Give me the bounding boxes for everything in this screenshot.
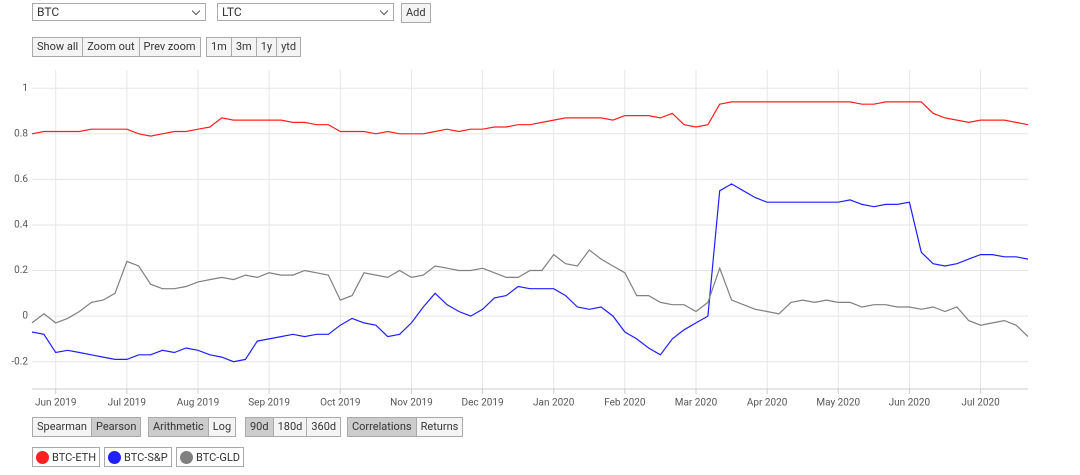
ranges-button[interactable]: ytd	[281, 40, 297, 53]
x-tick-label: Jun 2019	[35, 398, 77, 409]
x-tick-label: Aug 2019	[177, 398, 220, 409]
range-group: 1m 3m 1y ytd	[206, 37, 302, 57]
scale-group: Arithmetic Log	[148, 417, 237, 437]
legend-label: BTC-GLD	[196, 450, 240, 464]
x-tick-label: Jul 2020	[961, 398, 1000, 409]
x-tick-label: Dec 2019	[462, 398, 504, 409]
x-tick-label: Jun 2020	[889, 398, 931, 409]
window-group: 90d 180d 360d	[245, 417, 342, 437]
window-button[interactable]: 360d	[311, 420, 337, 433]
x-tick-label: Jan 2020	[533, 398, 575, 409]
y-tick-label: -0.2	[11, 356, 28, 367]
mode-button[interactable]: Correlations	[348, 418, 417, 436]
method-button[interactable]: Pearson	[91, 418, 141, 436]
x-tick-label: Sep 2019	[248, 398, 290, 409]
y-tick-label: 0.8	[14, 128, 28, 139]
scale-button[interactable]: Log	[212, 420, 232, 433]
legend-item[interactable]: BTC-S&P	[104, 447, 172, 467]
legend-swatch	[180, 450, 193, 464]
series-line	[31, 249, 1029, 338]
pair-select[interactable]: LTC	[217, 3, 394, 21]
chart: -0.2 0 0.2 0.4 0.6 0.8 1 Jun 2019 Jul 2019 Aug 20…	[11, 70, 1029, 409]
legend-item[interactable]: BTC-GLD	[176, 447, 244, 467]
ranges-button[interactable]: 1y	[257, 38, 278, 56]
x-tick-label: Nov 2019	[390, 398, 433, 409]
x-tick-label: Mar 2020	[675, 398, 718, 409]
mode-group: Correlations Returns	[347, 417, 464, 437]
window-button[interactable]: 90d	[246, 418, 274, 436]
y-tick-label: 0	[22, 311, 28, 322]
window-button[interactable]: 180d	[274, 418, 308, 436]
legend-label: BTC-S&P	[124, 450, 168, 464]
y-tick-label: 0.4	[14, 220, 28, 231]
add-group: Add	[401, 3, 431, 23]
zoom-group: Show all Zoom out Prev zoom	[32, 37, 201, 57]
zoom-button[interactable]: Zoom out	[83, 38, 140, 56]
mode-button[interactable]: Returns	[420, 420, 459, 433]
scale-button[interactable]: Arithmetic	[149, 418, 209, 436]
add-button[interactable]: Add	[406, 6, 426, 19]
x-tick-label: Jul 2019	[108, 398, 146, 409]
legend-swatch	[36, 450, 49, 464]
base-select[interactable]: BTC	[32, 3, 206, 21]
x-tick-label: Oct 2019	[320, 398, 360, 409]
ranges-button[interactable]: 1m	[207, 38, 232, 56]
method-group: Spearman Pearson	[32, 417, 142, 437]
legend-item[interactable]: BTC-ETH	[32, 447, 101, 467]
zoom-button[interactable]: Prev zoom	[143, 40, 196, 53]
x-tick-label: Feb 2020	[604, 398, 646, 409]
series-line	[31, 183, 1029, 363]
zoom-button[interactable]: Show all	[33, 38, 84, 56]
ranges-button[interactable]: 3m	[232, 38, 257, 56]
y-tick-label: 0.6	[14, 174, 28, 185]
legend-swatch	[108, 450, 121, 464]
y-tick-label: 1	[22, 83, 28, 94]
method-button[interactable]: Spearman	[33, 418, 92, 436]
x-tick-label: Apr 2020	[747, 398, 788, 409]
x-tick-label: May 2020	[816, 398, 860, 409]
legend-label: BTC-ETH	[52, 450, 97, 464]
y-tick-label: 0.2	[14, 265, 28, 276]
series-line	[31, 101, 1029, 137]
